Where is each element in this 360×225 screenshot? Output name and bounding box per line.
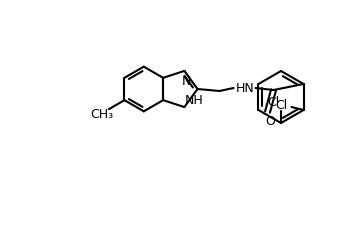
Text: HN: HN [236, 82, 255, 95]
Text: O: O [266, 115, 275, 128]
Text: N: N [182, 75, 191, 88]
Text: NH: NH [185, 93, 204, 106]
Text: CH₃: CH₃ [90, 107, 113, 120]
Text: Cl: Cl [275, 99, 287, 112]
Text: Cl: Cl [267, 96, 280, 109]
